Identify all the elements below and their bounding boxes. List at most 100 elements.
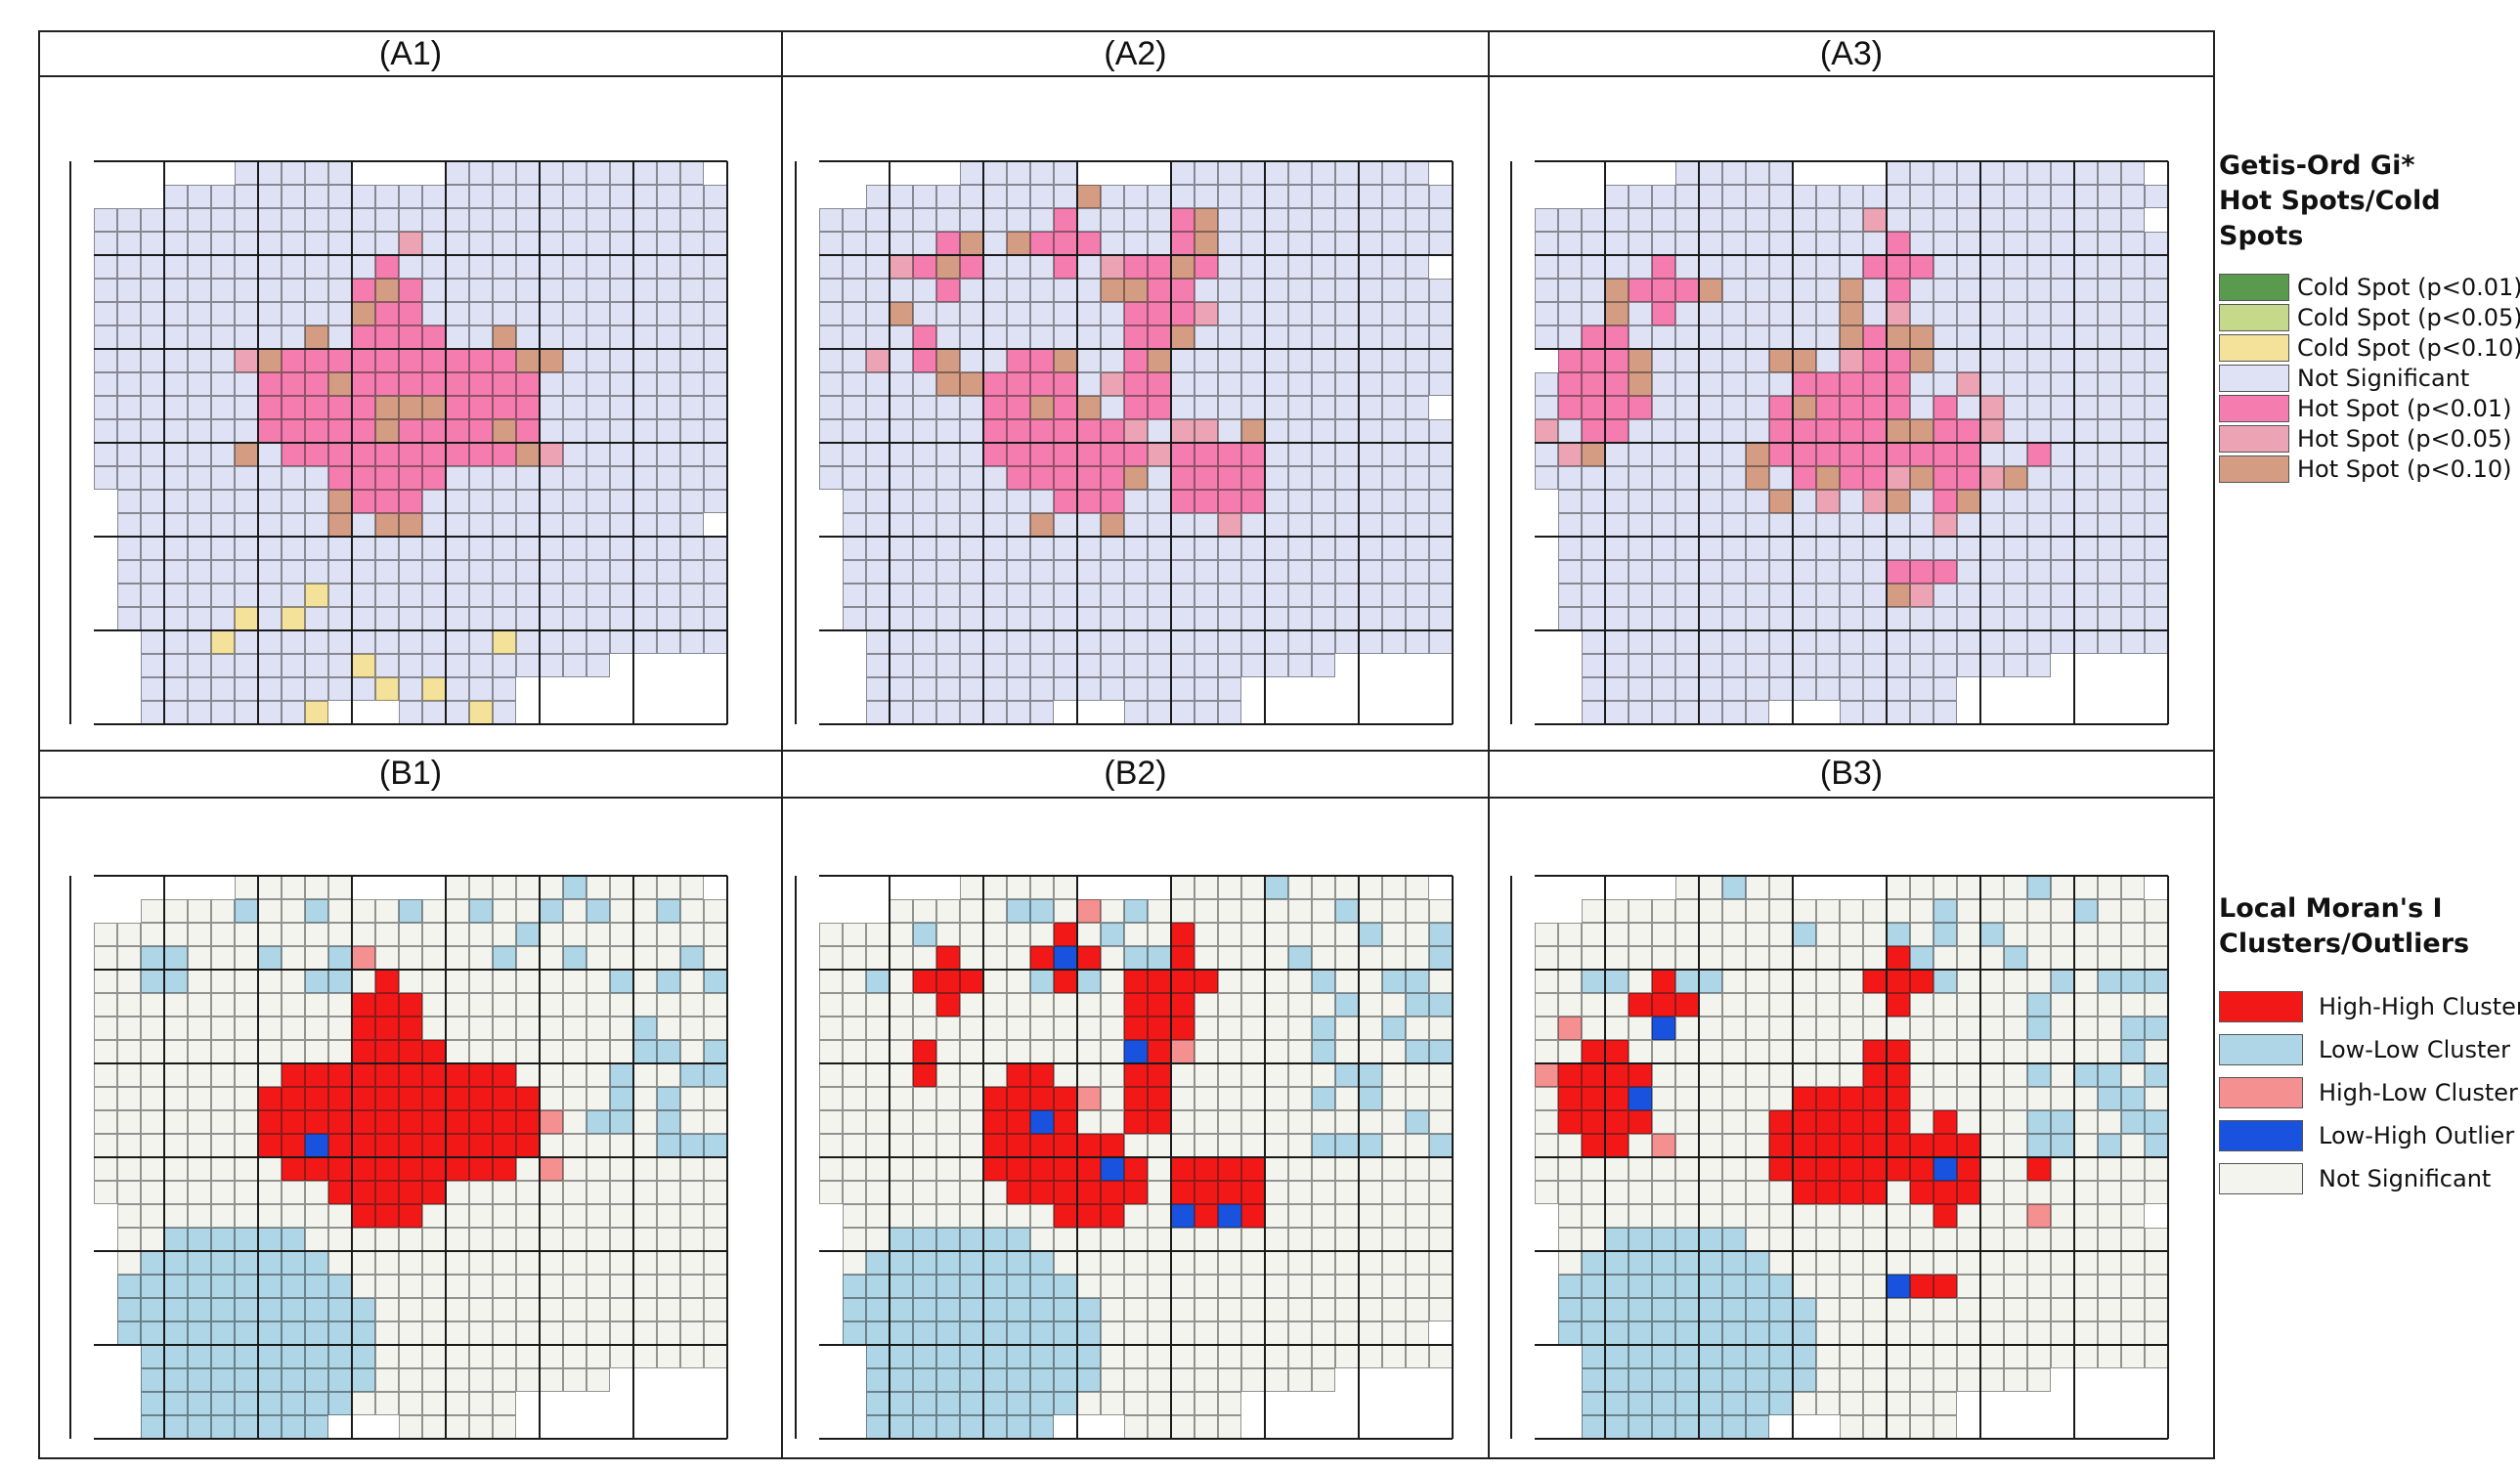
grid-cell-line (1312, 208, 1335, 232)
map-cell (446, 255, 469, 279)
grid-cell-line (1030, 185, 1054, 208)
map-cell (352, 946, 375, 970)
map-cell (211, 396, 235, 419)
map-cell (657, 1298, 680, 1321)
map-cell (1957, 302, 1980, 325)
map-cell (1101, 899, 1124, 923)
map-cell (610, 1134, 633, 1157)
map-cell (843, 946, 866, 970)
grid-cell-line (493, 899, 516, 923)
map-cell (1699, 279, 1722, 302)
map-cell (866, 255, 890, 279)
map-cell (164, 1368, 188, 1392)
map-cell (1241, 279, 1265, 302)
map-cell (843, 490, 866, 513)
map-cell (1699, 161, 1722, 185)
map-cell (282, 1017, 305, 1040)
map-cell (469, 1157, 493, 1181)
map-cell (399, 185, 422, 208)
map-cell (587, 1181, 610, 1204)
grid-cell-line (563, 899, 587, 923)
grid-cell-line (375, 923, 399, 946)
map-cell (1840, 232, 1863, 255)
map-cell (1218, 607, 1241, 630)
map-cell (235, 1415, 258, 1439)
map-cell (399, 537, 422, 560)
map-cell (1582, 372, 1605, 396)
grid-cell-line (936, 372, 960, 396)
map-cell (1840, 372, 1863, 396)
map-cell (2074, 302, 2098, 325)
map-cell (1171, 208, 1195, 232)
map-cell (1195, 419, 1218, 443)
map-cell (2145, 630, 2168, 654)
map-cell (399, 946, 422, 970)
map-cell (2121, 607, 2145, 630)
grid-cell-line (1218, 302, 1241, 325)
map-cell (211, 1228, 235, 1251)
grid-cell-line (587, 185, 610, 208)
map-cell (610, 1110, 633, 1134)
map-cell (1335, 255, 1359, 279)
map-cell (983, 630, 1007, 654)
map-cell (469, 443, 493, 466)
grid-cell-line (1652, 302, 1675, 325)
map-cell (913, 325, 936, 349)
map-cell (1124, 584, 1148, 607)
grid-cell-line (1218, 654, 1241, 677)
map-cell (610, 607, 633, 630)
map-cell (446, 584, 469, 607)
grid-cell-line (1629, 396, 1652, 419)
map-cell (282, 419, 305, 443)
map-cell (1722, 349, 1746, 372)
map-cell (94, 302, 117, 325)
map-cell (305, 1275, 328, 1298)
grid-cell-line (399, 208, 422, 232)
grid-cell-line (1218, 396, 1241, 419)
map-cell (960, 946, 983, 970)
map-cell (328, 1087, 352, 1110)
map-cell (141, 1321, 164, 1345)
map-cell (446, 1181, 469, 1204)
map-cell (1335, 490, 1359, 513)
map-cell (1265, 466, 1288, 490)
map-cell (1218, 161, 1241, 185)
grid-cell-line (305, 923, 328, 946)
grid-cell-line (1124, 466, 1148, 490)
map-cell (913, 654, 936, 677)
map-cell (493, 396, 516, 419)
map-cell (587, 302, 610, 325)
map-cell (2121, 161, 2145, 185)
map-cell (141, 396, 164, 419)
map-cell (1652, 466, 1675, 490)
map-cell (375, 1345, 399, 1368)
map-cell (235, 1345, 258, 1368)
map-cell (1382, 396, 1406, 419)
grid-cell-line (2121, 302, 2145, 325)
map-cell (399, 970, 422, 993)
map-cell (305, 208, 328, 232)
map-cell (328, 993, 352, 1017)
map-cell (540, 325, 563, 349)
map-cell (1675, 372, 1699, 396)
map-cell (1335, 607, 1359, 630)
grid-cell-line (587, 1204, 610, 1228)
grid-cell-line (1910, 185, 1933, 208)
map-cell (2121, 208, 2145, 232)
grid-cell-line (1101, 466, 1124, 490)
grid-cell-line (282, 654, 305, 677)
map-cell (399, 1321, 422, 1345)
map-cell (913, 255, 936, 279)
map-cell (680, 993, 704, 1017)
map-cell (258, 1204, 282, 1228)
map-cell (282, 1345, 305, 1368)
grid-cell-line (117, 584, 141, 607)
map-cell (704, 1321, 727, 1345)
map-cell (352, 396, 375, 419)
map-cell (1101, 560, 1124, 584)
grid-cell-line (587, 654, 610, 677)
grid-cell-line (117, 560, 141, 584)
map-cell (2004, 396, 2027, 419)
map-cell (1793, 630, 1816, 654)
map-cell (211, 654, 235, 677)
